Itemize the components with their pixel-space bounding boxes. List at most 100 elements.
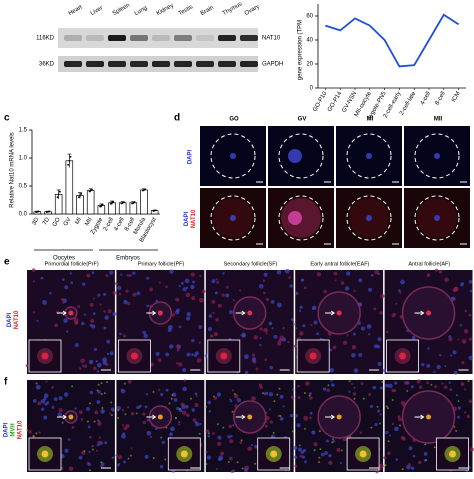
cell-nucleus — [165, 352, 170, 357]
cell-nucleus — [216, 392, 222, 397]
cell-nucleus — [293, 445, 298, 450]
band-size: 36KD — [39, 62, 55, 68]
cell-nucleus — [122, 334, 127, 338]
cell-nucleus — [264, 358, 267, 361]
x-tick-label: 7D — [42, 216, 51, 226]
cell-nucleus — [385, 330, 389, 334]
cell-nucleus — [412, 454, 416, 458]
cell-nucleus — [62, 301, 65, 304]
cell-nucleus — [459, 324, 463, 327]
cell-nucleus — [416, 379, 421, 384]
bar — [86, 190, 95, 215]
signal — [319, 448, 322, 451]
cell-nucleus — [426, 381, 429, 385]
cell-nucleus — [58, 396, 63, 401]
cell-nucleus — [468, 337, 473, 341]
cell-nucleus — [353, 386, 356, 389]
cell-nucleus — [161, 440, 165, 444]
signal — [318, 430, 321, 433]
cell-nucleus — [388, 383, 393, 389]
cell-nucleus — [344, 286, 350, 291]
cell-nucleus — [214, 291, 218, 295]
cell-nucleus — [229, 439, 234, 444]
cell-nucleus — [346, 334, 349, 337]
dot — [111, 201, 113, 204]
cell-nucleus — [466, 414, 470, 419]
cell-nucleus — [127, 301, 131, 306]
cell-nucleus — [190, 272, 195, 277]
cell-nucleus — [207, 434, 211, 438]
cell-nucleus — [191, 296, 196, 301]
cell-nucleus — [251, 396, 256, 401]
band — [86, 61, 104, 67]
cell-nucleus — [469, 289, 473, 293]
cell-nucleus — [366, 324, 372, 329]
band — [174, 61, 192, 67]
cell-nucleus — [73, 317, 79, 323]
cell-nucleus — [211, 279, 216, 284]
cell-nucleus — [215, 318, 219, 322]
cell-nucleus — [395, 302, 398, 305]
cell-nucleus — [103, 310, 106, 313]
cell-nucleus — [71, 426, 75, 429]
cell-nucleus — [259, 327, 263, 331]
signal — [86, 420, 89, 423]
inset-nucleus — [220, 352, 228, 360]
cell-nucleus — [213, 396, 218, 400]
cell-nucleus — [448, 337, 453, 342]
cell-nucleus — [114, 282, 119, 286]
cell-nucleus — [377, 272, 381, 276]
cell-nucleus — [178, 325, 182, 329]
cell-nucleus — [212, 311, 215, 314]
cell-nucleus — [103, 326, 107, 330]
cell-nucleus — [324, 451, 328, 455]
dot — [101, 203, 104, 206]
cell-nucleus — [51, 405, 55, 409]
cell-nucleus — [373, 344, 378, 349]
cell-nucleus — [32, 398, 37, 403]
cell-nucleus — [411, 335, 416, 340]
oocyte-nucleus — [336, 310, 342, 316]
cell-nucleus — [35, 384, 41, 390]
cell-nucleus — [397, 417, 403, 422]
cell-nucleus — [312, 305, 317, 310]
cell-nucleus — [80, 358, 85, 363]
cell-nucleus — [87, 425, 91, 429]
cell-nucleus — [298, 447, 302, 452]
signal — [123, 382, 126, 385]
cell-nucleus — [105, 274, 109, 278]
cell-nucleus — [448, 381, 451, 384]
cell-nucleus — [104, 315, 109, 320]
cell-nucleus — [180, 281, 184, 285]
cell-nucleus — [372, 385, 376, 390]
signal — [313, 449, 316, 452]
protein-label: NAT10 — [262, 36, 281, 42]
x-tick-label: GV — [63, 217, 73, 228]
cell-nucleus — [295, 291, 299, 296]
cell-nucleus — [55, 310, 60, 315]
cell-nucleus — [271, 327, 274, 330]
cell-nucleus — [295, 327, 298, 330]
cell-nucleus — [117, 406, 121, 410]
y-tick-label: 0 — [310, 86, 314, 92]
cell-nucleus — [211, 299, 216, 304]
nucleus — [366, 215, 372, 221]
cell-nucleus — [195, 394, 198, 398]
cell-nucleus — [391, 388, 395, 393]
cell-nucleus — [217, 435, 222, 440]
cell-nucleus — [186, 311, 191, 317]
cell-nucleus — [241, 332, 247, 338]
cell-nucleus — [176, 362, 179, 365]
cell-nucleus — [58, 407, 63, 413]
cell-nucleus — [195, 422, 200, 427]
cell-nucleus — [143, 333, 148, 339]
cell-nucleus — [319, 337, 322, 340]
cell-nucleus — [375, 470, 379, 474]
dot — [57, 193, 60, 196]
cell-nucleus — [91, 324, 96, 329]
cell-nucleus — [427, 274, 430, 277]
cell-nucleus — [309, 416, 312, 420]
cell-nucleus — [83, 364, 88, 368]
y-tick-label: 20 — [306, 62, 313, 68]
cell-nucleus — [288, 276, 291, 279]
